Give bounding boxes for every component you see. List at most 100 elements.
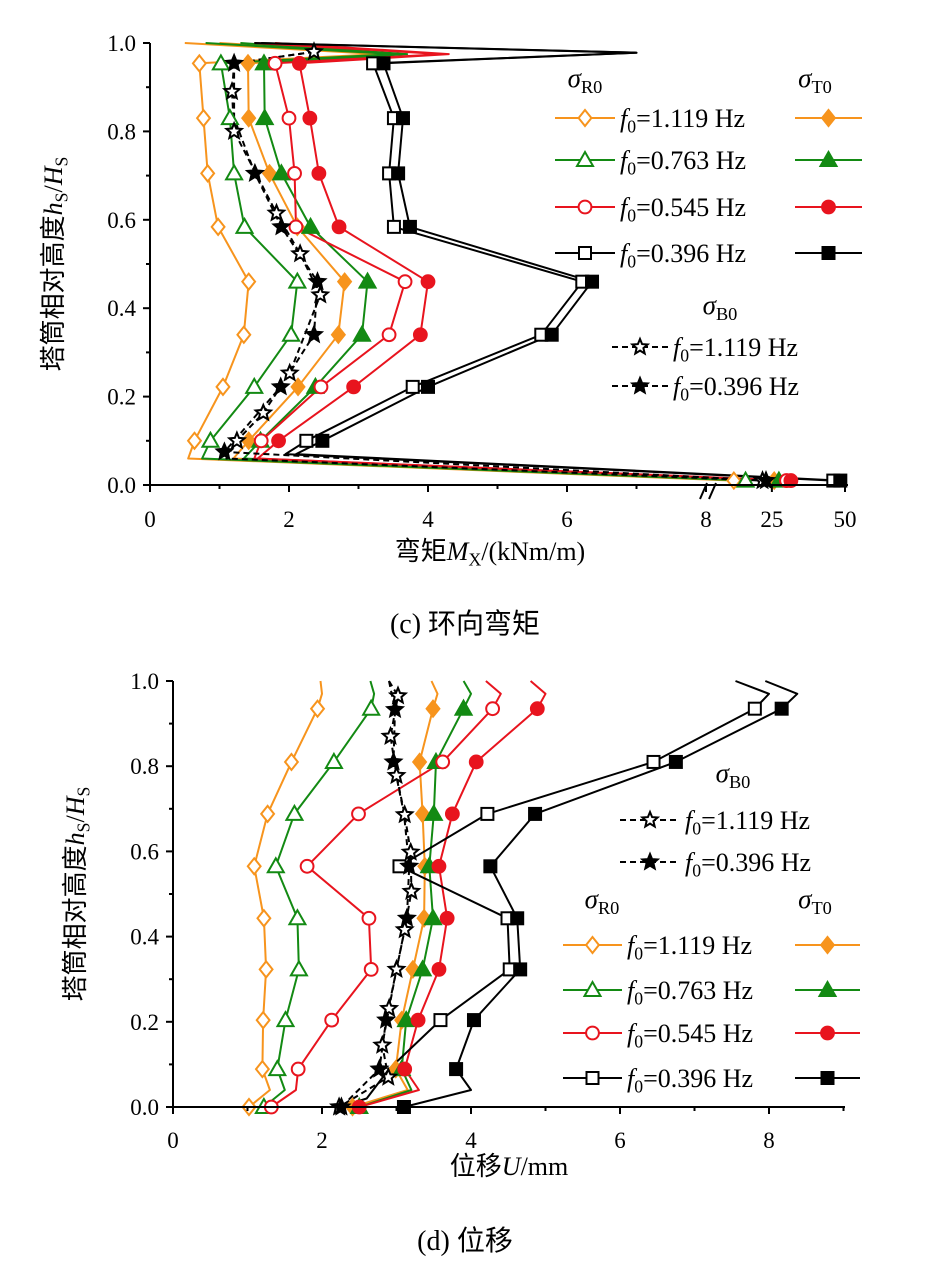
star-marker [244,162,266,183]
circle-marker [253,433,269,449]
square-marker [774,701,789,716]
star-marker [629,336,651,356]
square-marker [513,962,528,977]
series-markers-R0_1119 [241,699,326,1117]
y-tick-label: 0.0 [130,1095,159,1120]
square-marker [585,274,600,289]
star-marker [396,907,417,927]
axes [143,42,848,500]
text-part: f [620,239,631,268]
x-tick-label: 6 [614,1128,626,1153]
square-marker [376,56,391,71]
text-part: H [61,795,90,816]
y-tick-label: 0.4 [130,925,159,950]
chart-c: 0.0 0.2 0.4 0.6 0.8 1.0 0 2 4 6 8 25 50 弯矩MX/(kNm/m) 塔… [39,31,862,640]
triangle-marker [287,908,308,926]
triangle-marker [352,324,372,342]
text-part: =0.396 Hz [701,848,811,877]
y-tick-label: 0.4 [107,296,136,321]
legend-label: f0=0.396 Hz [673,372,799,405]
series-markers-R0_0763 [200,53,756,488]
legend-label: f0=0.763 Hz [627,976,753,1009]
legend-label: f0=1.119 Hz [620,104,745,137]
text-part: 0 [692,819,701,839]
text-part: X [468,550,481,570]
star-marker [394,919,415,939]
text-part: h [39,202,68,215]
text-part: 0 [692,861,701,881]
series-markers-R0_0545 [263,701,501,1115]
text-part: S [52,193,72,203]
star-marker [639,809,661,829]
series-markers-T0_0545 [351,701,545,1115]
diamond-marker [191,53,208,73]
circle-marker [361,910,377,926]
y-tick-label: 1.0 [107,31,136,56]
legend-title: σR0 [585,884,620,918]
series-markers-R0_1119 [186,53,742,491]
circle-marker [292,55,307,71]
diamond-marker [411,752,428,772]
x-tick-label: 0 [144,507,156,532]
x-tick-label: 50 [834,507,857,532]
circle-marker [412,327,428,343]
text-part: =0.763 Hz [643,976,753,1005]
circle-marker [290,1061,306,1077]
legend-label: f0=0.545 Hz [627,1019,753,1052]
triangle-marker [266,856,286,874]
square-marker [395,111,410,126]
star-marker [378,998,400,1018]
star-marker [372,1034,393,1054]
square-marker [747,701,762,716]
triangle-marker [211,53,231,71]
text-part: /(kNm/m) [481,537,585,566]
y-tick-label: 0.8 [130,754,159,779]
triangle-marker [281,324,301,342]
x-tick-label: 6 [561,507,573,532]
circle-marker [363,962,379,977]
star-marker [369,1058,390,1078]
square-marker [510,911,525,926]
square-marker [544,327,559,342]
triangle-marker [224,163,244,181]
diamond-marker [241,272,257,292]
text-part: =1.119 Hz [636,104,745,133]
triangle-marker [275,1010,296,1028]
diamond-marker [819,935,836,955]
circle-marker [821,199,836,215]
star-marker [376,1009,397,1029]
diamond-marker [290,377,306,397]
star-marker [399,855,420,875]
series-markers-B0_0396 [214,52,777,490]
text-part: f [627,931,638,960]
text-part: 0 [634,944,643,964]
star-marker [279,362,300,382]
series-line-R0_0763 [263,680,376,1108]
series-markers-R0_0396 [299,56,841,488]
triangle-marker [244,376,264,394]
legend-entry: f0=1.119 Hz [555,104,862,137]
x-tick-label: 4 [422,507,434,532]
circle-marker [431,858,447,874]
text-part: 0 [634,1032,643,1052]
x-tick-label: 4 [465,1128,477,1153]
x-axis-label: 弯矩MX/(kNm/m) [395,537,585,570]
text-part: 0 [634,989,643,1009]
square-marker [578,246,592,260]
legend-title: σR0 [568,63,603,97]
text-part: 弯矩 [395,537,447,566]
square-marker [528,806,543,821]
text-part: f [673,372,684,401]
star-marker [384,698,406,719]
triangle-marker [200,430,221,448]
square-marker [585,1071,600,1085]
square-marker [433,1013,448,1028]
text-part: σ [716,758,731,788]
triangle-marker [412,959,433,977]
circle-marker [397,1061,413,1077]
diamond-marker [255,1010,271,1030]
text-part: f [673,333,684,362]
legend-label: f0=1.119 Hz [685,806,810,839]
